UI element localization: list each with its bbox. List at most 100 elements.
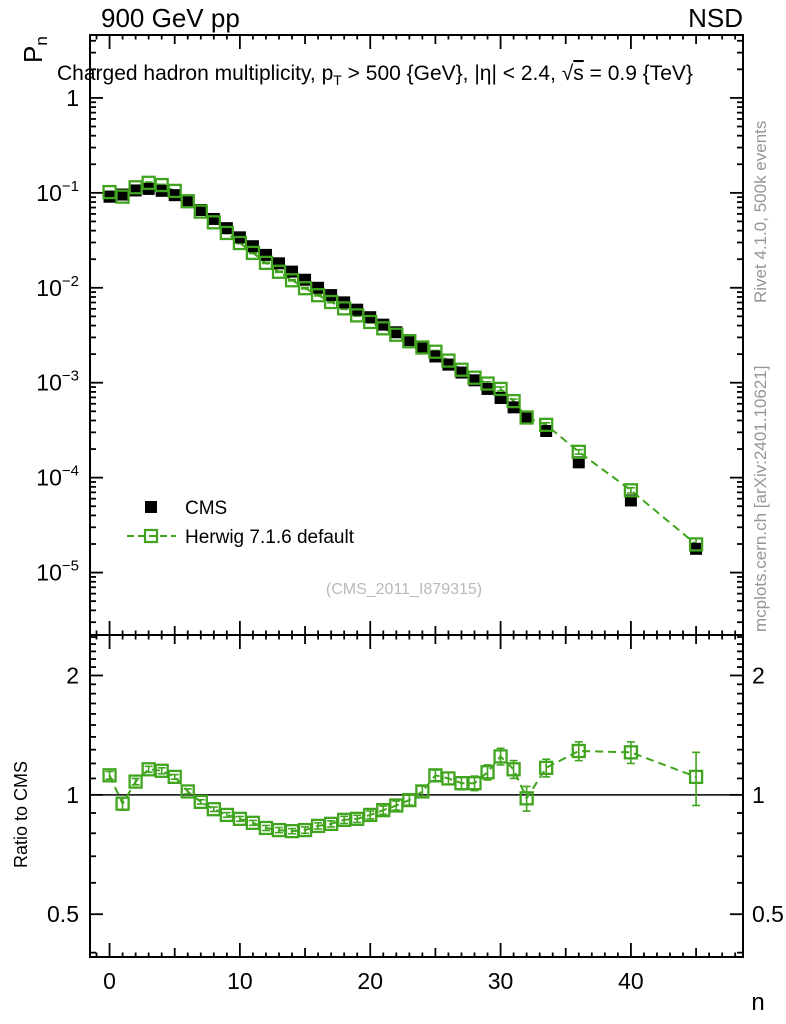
herwig-point: [688, 537, 704, 552]
herwig-point: [180, 194, 195, 209]
herwig-point: [193, 204, 208, 219]
cms-point: [520, 410, 533, 423]
herwig-point: [441, 353, 456, 368]
herwig-point: [271, 264, 287, 279]
cms-point: [442, 358, 455, 371]
herwig-ratio-point: [493, 749, 508, 764]
herwig-ratio-point: [180, 784, 195, 799]
legend-mc-label: Herwig 7.1.6 default: [185, 527, 355, 548]
herwig-ratio-point: [539, 760, 554, 775]
herwig-point: [232, 235, 248, 251]
tick-labels: 0 10 20 30 40 1 10−1 10−2 10−3 10−4 10−5 2 2 1 1 0.5 0.5: [36, 85, 784, 994]
herwig-ratio-point: [467, 776, 482, 791]
herwig-point: [519, 410, 534, 425]
cms-point: [207, 212, 220, 225]
cms-point: [364, 311, 377, 324]
herwig-ratio-point: [519, 791, 534, 806]
cms-point: [286, 265, 299, 278]
herwig-point: [219, 225, 235, 241]
y-tick-label: 1: [66, 85, 79, 111]
beam-energy-label: 900 GeV pp: [101, 3, 240, 33]
cms-point: [624, 494, 637, 507]
herwig-ratio-point: [688, 769, 704, 785]
cms-point: [299, 273, 312, 286]
herwig-ratio-point: [402, 792, 417, 808]
x-tick-label: 10: [227, 968, 253, 994]
herwig-ratio-point: [480, 765, 495, 780]
cms-point: [103, 190, 116, 203]
cms-point: [259, 248, 272, 261]
x-tick-label: 40: [618, 968, 644, 994]
cms-point: [220, 222, 233, 235]
y-tick-label: 10−1: [36, 178, 79, 206]
herwig-ratio-line: [108, 749, 697, 833]
y-tick-label: 10−4: [36, 463, 79, 491]
ratio-tick-label-right: 0.5: [752, 901, 784, 927]
ratio-tick-label-right: 1: [752, 782, 765, 808]
herwig-point: [258, 255, 274, 271]
herwig-ratio-point: [128, 774, 143, 789]
legend-cms-marker: [145, 501, 157, 513]
series-herwig-main-markers: [102, 175, 704, 552]
herwig-ratio-point: [115, 796, 130, 811]
cms-point: [312, 281, 325, 294]
cms-point: [690, 542, 703, 555]
y-ticks-ratio: [90, 636, 743, 954]
credit-site-label: mcplots.cern.ch [arXiv:2401.10621]: [751, 366, 770, 632]
herwig-ratio-point: [167, 769, 182, 785]
watermark: (CMS_2011_I879315): [326, 581, 482, 598]
herwig-point: [284, 273, 300, 288]
cms-point: [403, 334, 416, 347]
credit-generator-label: Rivet 4.1.0, 500k events: [751, 121, 770, 303]
herwig-ratio-point: [102, 768, 117, 783]
x-tick-label: 0: [103, 968, 116, 994]
series-herwig-ratio-markers: [102, 743, 704, 839]
y-tick-label: 10−3: [36, 368, 79, 396]
ratio-tick-label-left: 1: [66, 782, 79, 808]
x-ticks: [95, 35, 737, 957]
cms-point: [272, 257, 285, 270]
ratio-axis-title: Ratio to CMS: [11, 761, 31, 868]
herwig-point: [493, 381, 508, 397]
herwig-point: [245, 245, 261, 261]
cms-point: [377, 318, 390, 331]
x-tick-label: 30: [488, 968, 514, 994]
herwig-ratio-point: [506, 762, 521, 777]
herwig-point: [115, 189, 130, 204]
cms-point: [416, 342, 429, 355]
event-class-label: NSD: [688, 3, 743, 33]
herwig-point: [206, 215, 221, 230]
ratio-tick-label-left: 2: [66, 662, 79, 688]
herwig-point: [623, 483, 639, 498]
herwig-ratio-point: [415, 784, 430, 799]
legend-cms-label: CMS: [185, 498, 227, 519]
herwig-ratio-point: [623, 745, 639, 760]
cms-point: [572, 456, 585, 469]
herwig-ratio-point: [571, 743, 586, 759]
herwig-point: [428, 344, 443, 359]
legend: CMS Herwig 7.1.6 default: [127, 498, 355, 548]
x-tick-label: 20: [357, 968, 383, 994]
cms-point: [168, 189, 181, 202]
y-ticks-main: [90, 39, 743, 624]
herwig-ratio-point: [193, 794, 208, 810]
herwig-point: [571, 444, 586, 459]
cms-point: [429, 350, 442, 363]
y-axis-title: Pn: [18, 36, 51, 63]
cms-point: [181, 196, 194, 209]
herwig-point: [454, 362, 469, 377]
herwig-point: [167, 183, 182, 199]
chart-generated-content: 0 10 20 30 40 1 10−1 10−2 10−3 10−4 10−5 2 2 1 1 0.5 0.5: [36, 34, 784, 994]
cms-point: [194, 203, 207, 216]
herwig-point: [539, 417, 554, 432]
legend-mc-marker: [143, 528, 159, 544]
herwig-point: [506, 393, 521, 409]
ratio-frame: [89, 634, 744, 958]
plot-frames: [89, 34, 744, 958]
y-tick-label: 10−5: [36, 558, 79, 586]
plot-title: Charged hadron multiplicity, pT > 500 {G…: [57, 62, 693, 88]
y-tick-label: 10−2: [36, 273, 79, 301]
